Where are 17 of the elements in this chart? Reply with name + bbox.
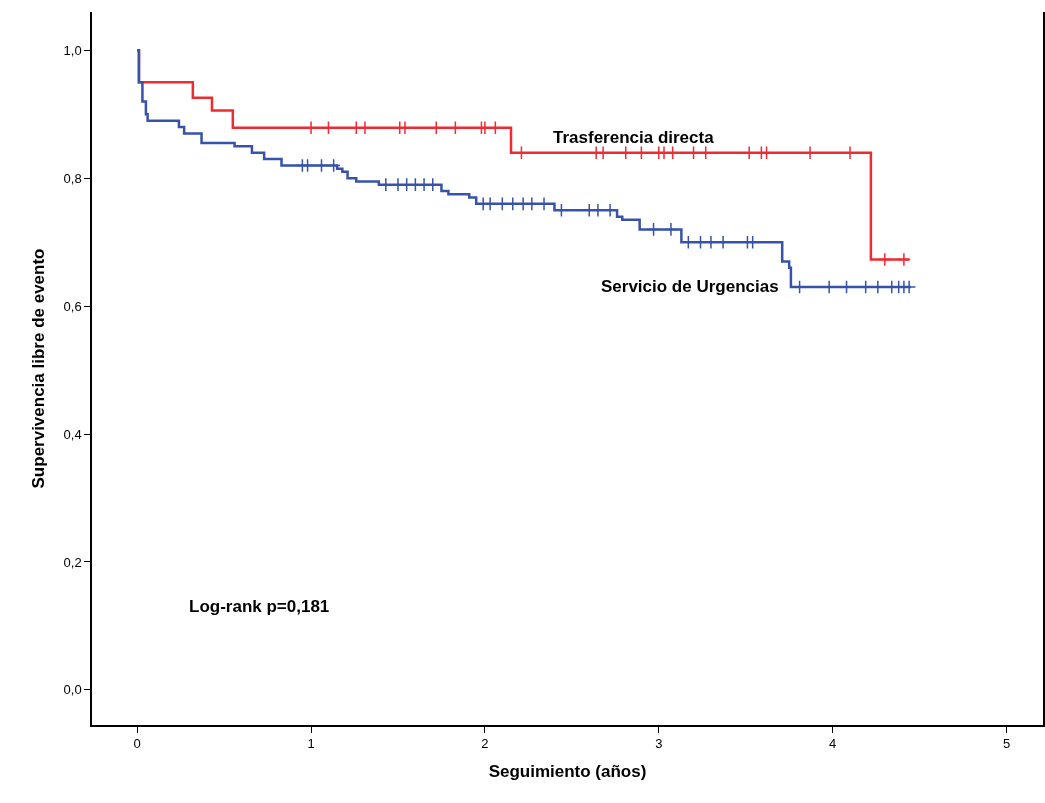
y-tick-label: 0,8	[63, 170, 82, 186]
x-tick-label: 1	[307, 736, 315, 752]
x-tick-label: 2	[481, 736, 489, 752]
annotation: Log-rank p=0,181	[189, 597, 330, 616]
y-tick-label: 0,2	[63, 554, 82, 570]
x-axis-title: Seguimiento (años)	[488, 762, 647, 782]
y-tick-label: 0,6	[63, 298, 82, 314]
series-label: Trasferencia directa	[553, 128, 715, 147]
y-tick-label: 0,0	[63, 682, 82, 698]
series-label: Servicio de Urgencias	[601, 277, 779, 296]
x-tick-label: 3	[655, 736, 663, 752]
y-tick-label: 0,4	[63, 426, 82, 442]
y-tick-label: 1,0	[63, 42, 82, 58]
x-tick-label: 0	[133, 736, 141, 752]
x-tick-label: 5	[1002, 736, 1011, 752]
x-tick-label: 4	[829, 736, 837, 752]
y-axis-title: Supervivencia libre de evento	[28, 248, 48, 489]
